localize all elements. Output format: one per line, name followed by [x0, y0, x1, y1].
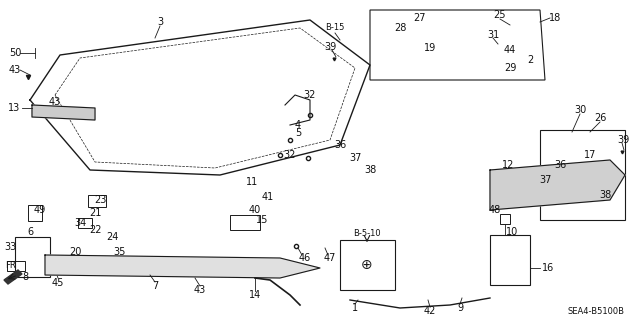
Bar — [15, 237, 50, 277]
Text: ⊕: ⊕ — [361, 258, 373, 272]
Text: 38: 38 — [364, 165, 376, 175]
Text: 15: 15 — [256, 215, 268, 225]
Text: 22: 22 — [89, 225, 101, 235]
Text: 24: 24 — [106, 232, 118, 242]
Text: 38: 38 — [599, 190, 611, 200]
Text: 4: 4 — [295, 120, 301, 130]
Text: 29: 29 — [504, 63, 516, 73]
Text: 8: 8 — [22, 272, 28, 282]
Text: 44: 44 — [504, 45, 516, 55]
Text: SEA4-B5100B: SEA4-B5100B — [568, 307, 625, 315]
Text: 37: 37 — [349, 153, 361, 163]
Text: 7: 7 — [152, 281, 158, 291]
Text: 14: 14 — [249, 290, 261, 300]
Text: 46: 46 — [299, 253, 311, 263]
Bar — [540, 130, 625, 220]
Text: FR: FR — [4, 261, 15, 270]
Text: 50: 50 — [9, 48, 21, 58]
Text: 49: 49 — [34, 205, 46, 215]
Text: 45: 45 — [52, 278, 64, 288]
Text: 42: 42 — [424, 306, 436, 316]
Bar — [78, 218, 92, 228]
Polygon shape — [4, 270, 22, 284]
Bar — [88, 195, 106, 207]
Text: 36: 36 — [334, 140, 346, 150]
Text: 3: 3 — [157, 17, 163, 27]
Text: 2: 2 — [527, 55, 533, 65]
Text: 37: 37 — [539, 175, 551, 185]
Polygon shape — [45, 255, 320, 278]
Text: 43: 43 — [194, 285, 206, 295]
Text: 13: 13 — [8, 103, 20, 113]
Text: 1: 1 — [352, 303, 358, 313]
Text: 40: 40 — [249, 205, 261, 215]
Text: 31: 31 — [487, 30, 499, 40]
Text: 16: 16 — [542, 263, 554, 273]
Bar — [490, 235, 530, 285]
Text: 33: 33 — [4, 242, 16, 252]
Text: 48: 48 — [489, 205, 501, 215]
Text: 26: 26 — [594, 113, 606, 123]
Text: 12: 12 — [502, 160, 514, 170]
Text: 43: 43 — [9, 65, 21, 75]
Text: 35: 35 — [114, 247, 126, 257]
Text: 23: 23 — [94, 195, 106, 205]
Text: 21: 21 — [89, 208, 101, 218]
Text: 19: 19 — [424, 43, 436, 53]
Text: B-15: B-15 — [325, 24, 345, 33]
Text: 39: 39 — [324, 42, 336, 52]
Polygon shape — [490, 160, 625, 210]
Text: 5: 5 — [295, 128, 301, 138]
Text: 27: 27 — [413, 13, 426, 23]
Text: 17: 17 — [584, 150, 596, 160]
Text: 18: 18 — [549, 13, 561, 23]
Text: 32: 32 — [304, 90, 316, 100]
Text: 43: 43 — [49, 97, 61, 107]
Text: 28: 28 — [394, 23, 406, 33]
Text: 9: 9 — [457, 303, 463, 313]
Polygon shape — [32, 105, 95, 120]
Bar — [500, 214, 510, 224]
Bar — [340, 240, 395, 290]
Text: 25: 25 — [493, 10, 506, 20]
Text: 47: 47 — [324, 253, 336, 263]
Text: B-5-10: B-5-10 — [353, 229, 381, 239]
Bar — [28, 205, 42, 221]
Text: 30: 30 — [574, 105, 586, 115]
Text: 36: 36 — [554, 160, 566, 170]
Bar — [7, 261, 25, 271]
Text: 20: 20 — [69, 247, 81, 257]
Text: 11: 11 — [246, 177, 258, 187]
Text: 32: 32 — [284, 150, 296, 160]
Text: 34: 34 — [74, 218, 86, 228]
Text: 39: 39 — [617, 135, 629, 145]
Text: 41: 41 — [262, 192, 274, 202]
Text: 10: 10 — [506, 227, 518, 237]
Text: 6: 6 — [27, 227, 33, 237]
